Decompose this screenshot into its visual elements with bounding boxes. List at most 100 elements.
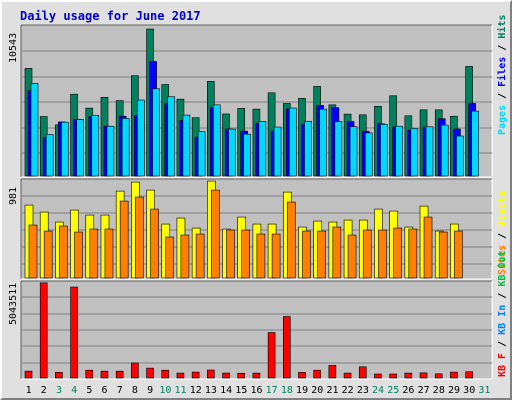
- x-tick-label: 16: [250, 385, 262, 396]
- sites-bar: [150, 208, 159, 279]
- sites-bar: [211, 189, 220, 279]
- x-tick-label: 30: [463, 385, 475, 396]
- kbytes-bar: [358, 366, 367, 379]
- kbytes-bar: [100, 370, 109, 379]
- x-tick-label: 19: [296, 385, 308, 396]
- x-tick-label: 14: [220, 385, 232, 396]
- kbytes-ymax-label: 5043511: [8, 283, 19, 325]
- kbytes-bar: [267, 332, 276, 379]
- visits-legend: Sites / Visits: [496, 191, 508, 275]
- sites-bar: [408, 228, 418, 279]
- hits-ymax-label: 10543: [8, 33, 19, 63]
- x-tick-label: 31: [478, 385, 490, 396]
- pages-bar: [167, 96, 176, 177]
- x-tick-label: 7: [117, 385, 123, 396]
- kbytes-legend: KB F / KB In / KB Out: [497, 251, 508, 377]
- pages-bar: [410, 128, 419, 177]
- x-tick-label: 1: [26, 385, 32, 396]
- kbytes-bar: [389, 373, 397, 379]
- pages-bar: [273, 126, 282, 177]
- sites-bar: [104, 228, 114, 279]
- x-tick-label: 8: [132, 385, 138, 396]
- pages-bar: [380, 124, 388, 177]
- pages-bar: [288, 107, 297, 177]
- kbytes-bar: [313, 369, 321, 379]
- kbytes-bar: [343, 372, 352, 379]
- x-tick-label: 28: [433, 385, 445, 396]
- sites-bar: [43, 230, 53, 279]
- kbytes-bar: [450, 371, 458, 379]
- pages-bar: [106, 125, 115, 177]
- kbytes-bar: [374, 373, 382, 379]
- visits-ymax-label: 981: [8, 187, 19, 205]
- kbytes-bar: [282, 316, 291, 379]
- x-tick-label: 29: [448, 385, 460, 396]
- pages-bar: [395, 125, 403, 177]
- pages-bar: [440, 124, 449, 177]
- sites-bar: [362, 229, 372, 279]
- sites-bar: [74, 231, 83, 279]
- pages-bar: [30, 83, 39, 177]
- kbytes-bar: [115, 370, 124, 379]
- sites-bar: [271, 233, 281, 279]
- kbytes-bar: [161, 369, 170, 379]
- sites-bar: [226, 229, 235, 279]
- pages-bar: [45, 134, 54, 177]
- kbytes-bar: [39, 282, 48, 379]
- pages-bar: [471, 110, 479, 177]
- x-tick-label: 23: [357, 385, 369, 396]
- sites-bar: [241, 229, 251, 279]
- pages-bar: [213, 104, 221, 177]
- pages-bar: [456, 135, 464, 177]
- kbytes-bar: [176, 372, 185, 379]
- x-tick-label: 4: [71, 385, 77, 396]
- x-tick-label: 12: [190, 385, 202, 396]
- kbytes-bar: [207, 369, 215, 379]
- x-tick-label: 18: [281, 385, 293, 396]
- kbytes-bar: [131, 362, 139, 379]
- x-tick-label: 27: [418, 385, 430, 396]
- pages-bar: [121, 118, 130, 177]
- pages-bar: [61, 121, 69, 177]
- kbytes-bar: [465, 371, 473, 379]
- kbytes-bar: [419, 372, 428, 379]
- x-tick-label: 15: [235, 385, 247, 396]
- x-tick-label: 13: [205, 385, 217, 396]
- kbytes-bar: [24, 370, 33, 379]
- sites-bar: [423, 216, 433, 279]
- sites-bar: [180, 234, 190, 279]
- kbytes-bar: [70, 286, 78, 379]
- sites-bar: [256, 233, 266, 279]
- pages-bar: [304, 120, 312, 177]
- sites-bar: [438, 231, 448, 279]
- sites-bar: [89, 228, 99, 279]
- kbytes-bar: [85, 369, 94, 379]
- x-tick-label: 3: [56, 385, 62, 396]
- sites-bar: [317, 230, 326, 279]
- sites-bar: [119, 200, 129, 279]
- sites-bar: [59, 225, 68, 279]
- kbytes-bar: [404, 372, 413, 379]
- x-tick-label: 9: [147, 385, 153, 396]
- sites-bar: [302, 230, 311, 279]
- sites-bar: [347, 234, 357, 279]
- kbytes-bar: [55, 371, 63, 379]
- sites-bar: [135, 196, 144, 279]
- sites-bar: [195, 233, 205, 279]
- pages-bar: [349, 126, 358, 177]
- x-tick-label: 26: [402, 385, 414, 396]
- pages-bar: [258, 121, 267, 177]
- pages-bar: [319, 108, 327, 177]
- kbytes-bar: [191, 371, 200, 379]
- x-tick-label: 5: [86, 385, 92, 396]
- pages-bar: [152, 88, 160, 177]
- pages-bar: [76, 119, 84, 177]
- kbytes-bar: [222, 372, 230, 379]
- hits-legend: Pages / Files / Hits: [496, 15, 508, 135]
- sites-bar: [165, 236, 175, 279]
- sites-bar: [454, 230, 463, 279]
- x-tick-label: 25: [387, 385, 399, 396]
- pages-bar: [197, 131, 206, 177]
- sites-bar: [28, 224, 38, 279]
